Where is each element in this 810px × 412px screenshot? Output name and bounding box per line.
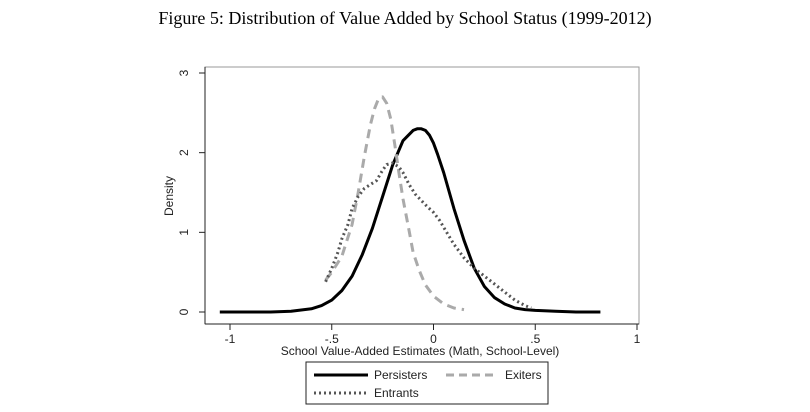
series-line-entrants (324, 161, 532, 310)
x-tick-label: 0 (430, 332, 437, 346)
plot-frame (204, 66, 640, 325)
legend-label-entrants: Entrants (374, 386, 419, 400)
y-tick-label: 2 (177, 149, 191, 156)
legend-label-exiters: Exiters (505, 368, 542, 382)
legend: Persisters Exiters Entrants (305, 361, 549, 405)
x-axis-label: School Value-Added Estimates (Math, Scho… (281, 344, 560, 358)
series-lines (219, 95, 601, 314)
x-axis-ticks: -1 -.5 0 .5 1 (225, 324, 641, 346)
legend-label-persisters: Persisters (374, 368, 427, 382)
series-line-exiters (324, 95, 465, 312)
x-tick-label: 1 (634, 332, 641, 346)
y-tick-label: 0 (177, 308, 191, 315)
y-axis-ticks: 0 1 2 3 (177, 69, 205, 315)
y-tick-label: 1 (177, 229, 191, 236)
x-tick-label: -1 (225, 332, 236, 346)
y-tick-label: 3 (177, 69, 191, 76)
figure-title: Figure 5: Distribution of Value Added by… (158, 8, 652, 28)
x-tick-label: .5 (530, 332, 540, 346)
x-tick-label: -.5 (325, 332, 339, 346)
series-line-persisters (219, 127, 601, 314)
legend-box (305, 361, 549, 405)
y-axis-label: Density (162, 176, 176, 216)
